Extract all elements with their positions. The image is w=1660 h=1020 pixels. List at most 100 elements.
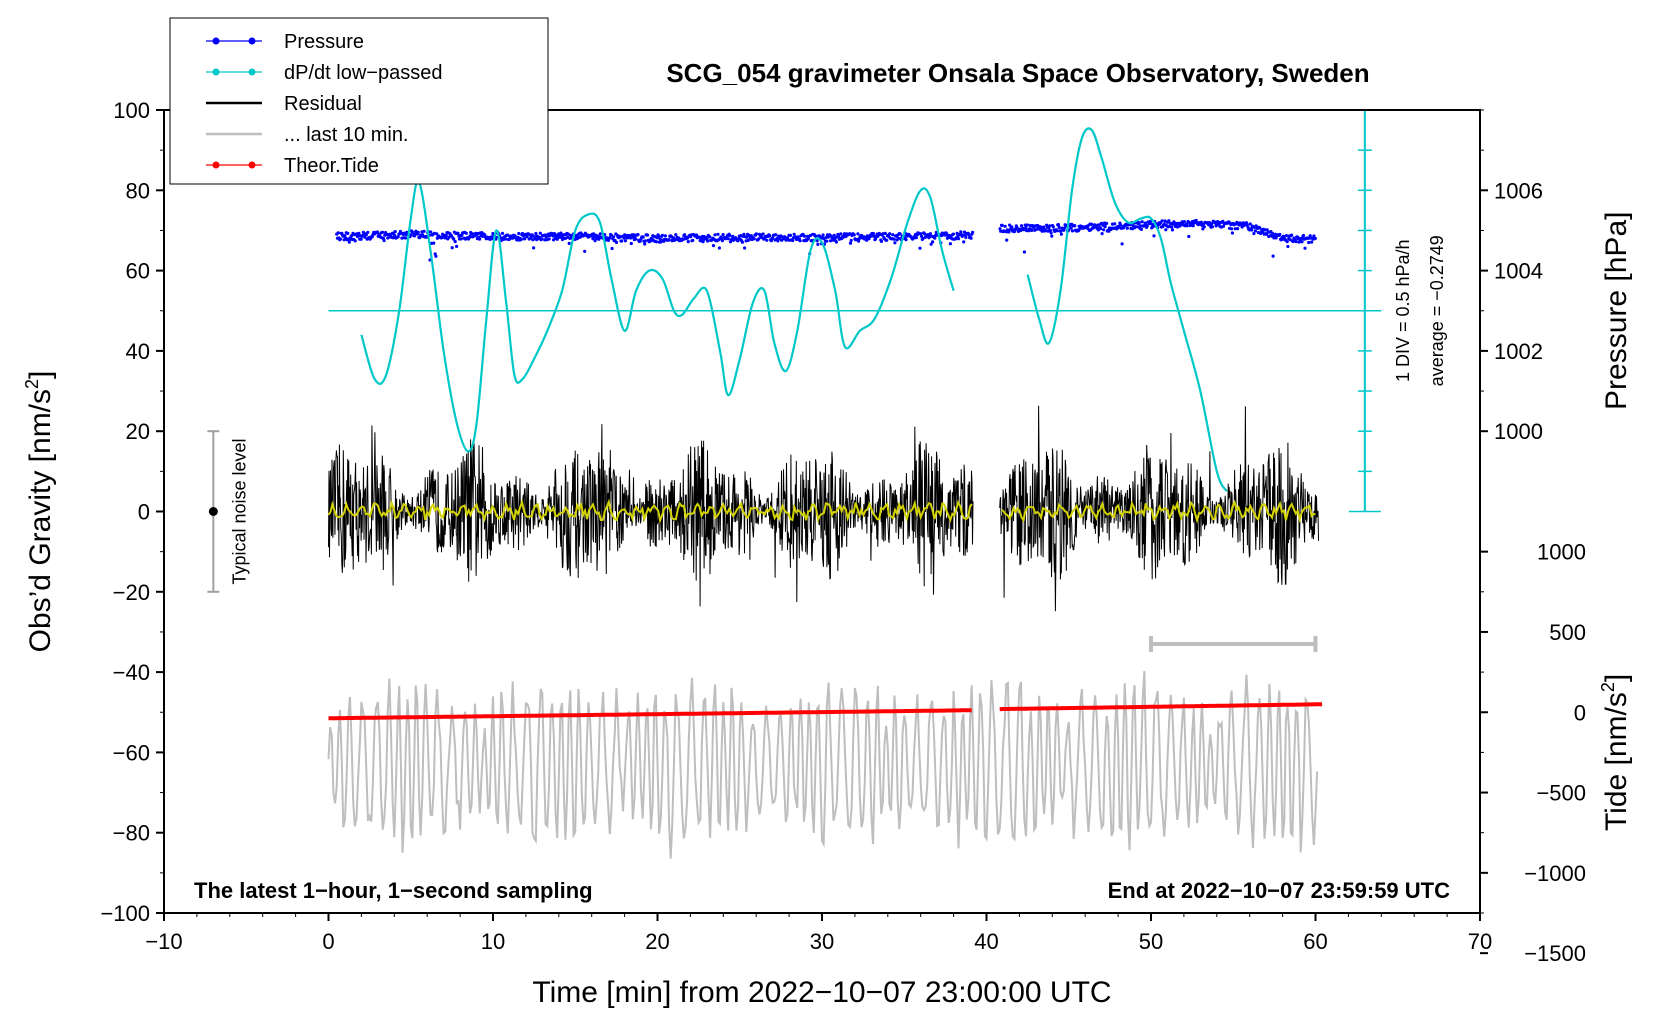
- pressure-point: [464, 231, 468, 235]
- tide-axis-title-main: Tide [nm/s: [1600, 692, 1633, 831]
- pressure-point: [353, 239, 357, 243]
- pressure-point: [543, 238, 547, 242]
- pressure-point: [1230, 227, 1234, 231]
- pressure-tick-label: 1000: [1494, 419, 1543, 444]
- pressure-point: [409, 233, 413, 237]
- pressure-point: [1286, 244, 1290, 249]
- pressure-point: [663, 234, 668, 238]
- pressure-point: [551, 234, 555, 238]
- pressure-point: [614, 240, 619, 244]
- legend: Pressure dP/dt low−passed Residual ... last…: [169, 17, 549, 185]
- pressure-point: [691, 238, 695, 242]
- y-axis-title-end: ]: [24, 371, 57, 379]
- pressure-point: [798, 239, 802, 243]
- pressure-point: [686, 240, 690, 244]
- pressure-point: [1307, 240, 1311, 245]
- pressure-point: [559, 231, 563, 235]
- pressure-point: [1248, 222, 1252, 226]
- tide-axis-title: Tide [nm/s2]: [1598, 674, 1633, 831]
- pressure-point: [643, 239, 648, 243]
- pressure-point: [885, 238, 889, 242]
- y-tick-label: −80: [113, 821, 150, 846]
- pressure-point: [956, 237, 961, 241]
- pressure-point: [1270, 234, 1274, 238]
- dpdt-series: [1026, 127, 1228, 492]
- pressure-point: [771, 236, 775, 240]
- pressure-point: [892, 237, 896, 241]
- last-10-min-series: [327, 671, 1319, 859]
- pressure-point: [1028, 223, 1032, 228]
- tide-axis-title-sup: 2: [1598, 682, 1618, 692]
- x-tick-label: 70: [1468, 929, 1492, 954]
- pressure-point: [856, 232, 860, 236]
- pressure-point: [429, 230, 433, 234]
- legend-swatch-dot: [212, 161, 220, 169]
- pressure-point: [857, 239, 861, 243]
- pressure-point: [745, 235, 749, 239]
- pressure-point: [931, 240, 935, 244]
- pressure-point: [1252, 231, 1256, 236]
- x-tick-label: 50: [1139, 929, 1163, 954]
- pressure-point: [381, 230, 385, 234]
- pressure-point: [608, 236, 612, 240]
- pressure-point: [893, 241, 897, 245]
- pressure-point: [1303, 246, 1307, 250]
- annotations: SCG_054 gravimeter Onsala Space Observat…: [194, 58, 1450, 903]
- pressure-point: [1185, 224, 1189, 228]
- pressure-point: [455, 244, 459, 248]
- dpdt-series: [360, 180, 955, 453]
- pressure-point: [711, 244, 716, 248]
- pressure-point: [363, 235, 367, 239]
- pressure-point: [874, 237, 878, 241]
- pressure-point: [1113, 222, 1117, 226]
- pressure-point: [347, 240, 351, 244]
- pressure-point: [914, 236, 918, 240]
- pressure-point: [1253, 229, 1257, 233]
- pressure-point: [777, 237, 782, 241]
- pressure-point: [1265, 228, 1269, 232]
- pressure-point: [375, 230, 379, 234]
- legend-label: dP/dt low−passed: [284, 62, 442, 84]
- legend-swatch-dot: [248, 68, 256, 76]
- pressure-point: [765, 238, 769, 242]
- pressure-point: [623, 239, 628, 243]
- pressure-point: [634, 237, 638, 241]
- pressure-point: [1005, 238, 1009, 242]
- pressure-point: [1073, 224, 1077, 228]
- pressure-point: [742, 232, 746, 236]
- pressure-point: [1100, 232, 1104, 236]
- pressure-point: [667, 238, 671, 242]
- pressure-point: [998, 227, 1002, 231]
- pressure-point: [681, 237, 685, 242]
- pressure-point: [904, 238, 908, 242]
- pressure-point: [391, 236, 395, 240]
- dpdt-average-label: average = −0.2749: [1427, 235, 1447, 386]
- pressure-point: [1003, 224, 1007, 228]
- pressure-point: [1102, 228, 1106, 232]
- pressure-point: [1301, 233, 1306, 238]
- pressure-point: [1048, 228, 1052, 233]
- pressure-point: [717, 246, 722, 250]
- pressure-point: [849, 238, 853, 242]
- pressure-point: [821, 233, 825, 237]
- pressure-point: [852, 233, 856, 237]
- pressure-point: [776, 239, 780, 243]
- pressure-point: [567, 241, 571, 245]
- pressure-point: [355, 234, 360, 239]
- x-tick-label: 0: [322, 929, 334, 954]
- pressure-point: [411, 231, 415, 235]
- pressure-point: [1290, 233, 1294, 237]
- pressure-point: [1030, 228, 1034, 232]
- pressure-point: [872, 234, 876, 238]
- pressure-point: [1048, 224, 1052, 228]
- pressure-point: [971, 230, 975, 234]
- pressure-point: [1042, 225, 1046, 229]
- pressure-point: [959, 230, 963, 234]
- pressure-point: [349, 234, 354, 238]
- pressure-point: [370, 235, 374, 239]
- pressure-point: [459, 237, 463, 241]
- pressure-point: [728, 233, 732, 238]
- pressure-point: [1070, 229, 1075, 233]
- pressure-point: [774, 233, 778, 237]
- note-end-time: End at 2022−10−07 23:59:59 UTC: [1108, 878, 1451, 903]
